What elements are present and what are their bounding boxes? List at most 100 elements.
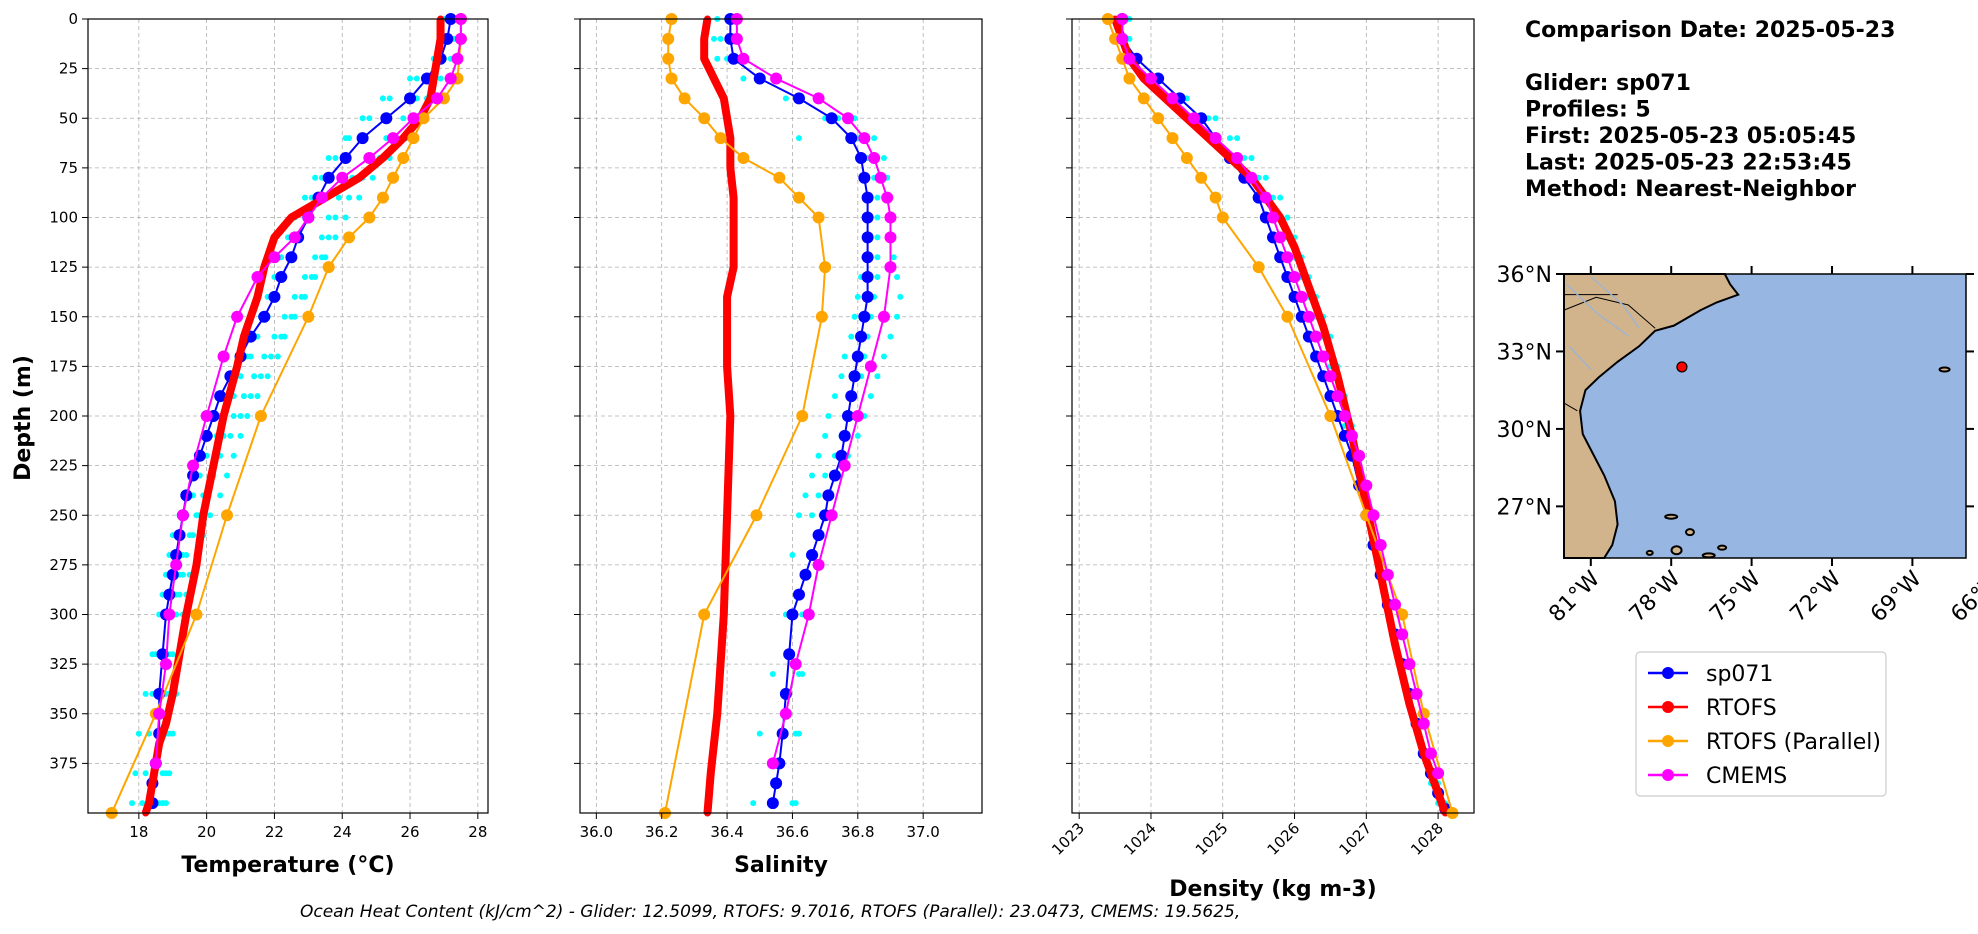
glider-profile-point: [894, 313, 901, 320]
glider-profile-point: [874, 373, 881, 380]
series-point-cmems: [1188, 112, 1201, 125]
series-point-cmems: [336, 171, 349, 184]
series-point-rtofs: [730, 233, 738, 241]
series-point-sp071: [812, 529, 825, 542]
series-point-rtofs: [726, 412, 734, 420]
glider-profile-point: [874, 254, 881, 261]
glider-profile-point: [254, 393, 261, 400]
info-line: Method: Nearest-Neighbor: [1525, 177, 1856, 202]
glider-profile-point: [312, 274, 319, 281]
glider-profile-point: [176, 591, 183, 598]
glider-profile-point: [190, 532, 197, 539]
glider-profile-point: [809, 472, 816, 479]
state-border: [1563, 296, 1656, 329]
glider-profile-point: [271, 333, 278, 340]
series-point-cmems: [1310, 330, 1323, 343]
series-point-rtofs-parallel: [376, 191, 389, 204]
x-tick-label: 28: [468, 823, 487, 841]
series-point-cmems: [1274, 231, 1287, 244]
series-point-rtofs: [726, 134, 734, 142]
series-point-rtofs: [730, 214, 738, 221]
series-point-cmems: [1123, 52, 1136, 65]
glider-location-map: 36°N 33°N 30°N 27°N 81°W 78°W 75°W 72°W 69°W 66°W: [1497, 263, 1978, 627]
glider-profile-point: [789, 551, 796, 558]
series-point-cmems: [1432, 767, 1445, 780]
series-point-rtofs-parallel: [796, 410, 809, 422]
glider-profile-point: [223, 472, 230, 479]
legend-swatch-marker-rtofs-parallel: [1662, 735, 1674, 747]
series-point-cmems: [825, 509, 838, 522]
series-point-cmems: [1166, 92, 1179, 105]
series-point-rtofs: [700, 55, 708, 63]
series-point-cmems: [163, 608, 176, 621]
series-point-cmems: [881, 191, 894, 204]
x-tick-label: 36.2: [645, 823, 678, 841]
series-point-rtofs: [437, 35, 445, 43]
series-point-rtofs-parallel: [322, 261, 335, 274]
series-point-cmems: [251, 271, 264, 284]
series-point-rtofs-parallel: [407, 132, 420, 145]
glider-profile-point: [281, 313, 288, 320]
glider-profile-point: [1284, 214, 1291, 221]
series-point-cmems: [149, 757, 162, 770]
series-point-sp071: [792, 588, 805, 601]
series-point-rtofs: [730, 194, 738, 202]
state-border: [1563, 402, 1578, 412]
glider-profile-point: [822, 472, 829, 479]
series-point-rtofs-parallel: [812, 211, 825, 224]
series-point-cmems: [1317, 350, 1330, 363]
glider-profile-point: [769, 671, 776, 678]
river: [1590, 276, 1640, 329]
glider-profile-point: [139, 800, 146, 807]
series-point-cmems: [1374, 539, 1387, 552]
x-tick-label: 1026: [1264, 819, 1304, 859]
glider-profile-point: [1226, 135, 1233, 142]
series-point-sp071: [783, 648, 796, 661]
glider-profile-point: [274, 353, 281, 360]
series-point-rtofs: [399, 134, 407, 142]
glider-profile-point: [291, 313, 298, 320]
series-point-sp071: [753, 72, 766, 85]
series-point-cmems: [444, 72, 457, 85]
series-point-cmems: [231, 310, 244, 323]
series-point-cmems: [1410, 687, 1423, 700]
glider-profile-point: [312, 174, 319, 181]
series-point-cmems: [1389, 598, 1402, 611]
legend-label-sp071: sp071: [1706, 662, 1773, 687]
series-point-rtofs: [1291, 243, 1299, 251]
glider-profile-point: [1262, 174, 1269, 181]
glider-profile-point: [1277, 194, 1284, 201]
series-point-rtofs: [247, 313, 255, 321]
glider-profile-point: [257, 373, 264, 380]
glider-profile-point: [142, 690, 149, 697]
glider-profile-point: [841, 353, 848, 360]
glider-profile-point: [251, 373, 258, 380]
x-axis-label: Temperature (°C): [181, 853, 394, 878]
x-tick-label: 36.0: [580, 823, 613, 841]
glider-profile-point: [240, 393, 247, 400]
salinity-panel: 36.0 36.2 36.4 36.6 36.8 37.0 Salinity: [574, 13, 983, 878]
island: [1684, 528, 1695, 537]
series-point-cmems: [363, 151, 376, 164]
glider-profile-point: [179, 571, 186, 578]
series-point-rtofs-parallel: [397, 151, 410, 164]
series-point-sp071: [806, 548, 819, 561]
island: [1701, 552, 1716, 559]
glider-profile-point: [318, 234, 325, 241]
series-point-rtofs-parallel: [1166, 132, 1179, 145]
series-point-rtofs: [182, 611, 190, 618]
series-point-sp071: [835, 449, 848, 462]
glider-profile-point: [359, 115, 366, 122]
series-point-rtofs: [723, 362, 731, 370]
series-point-rtofs-parallel: [190, 608, 203, 621]
series-point-rtofs-parallel: [750, 509, 763, 522]
series-point-sp071: [861, 251, 874, 264]
glider-profile-point: [717, 35, 724, 42]
legend-swatch-marker-rtofs: [1662, 701, 1674, 713]
glider-profile-point: [386, 95, 393, 102]
series-point-sp071: [770, 777, 783, 790]
y-tick-label: 375: [49, 754, 78, 772]
legend-label-cmems: CMEMS: [1706, 764, 1787, 789]
series-point-sp071: [339, 151, 352, 164]
series-point-sp071: [861, 191, 874, 204]
